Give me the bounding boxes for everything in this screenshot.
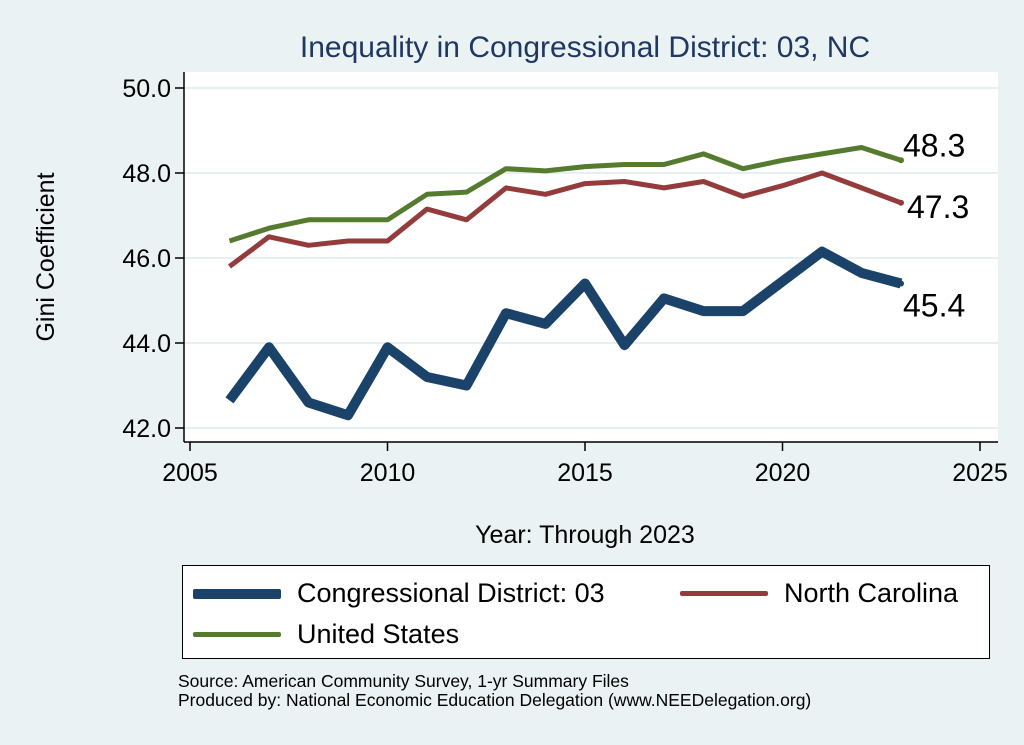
x-tick-label-1: 2010 <box>360 459 416 487</box>
legend-swatch-district <box>193 588 281 599</box>
source-line: Source: American Community Survey, 1-yr … <box>178 671 629 691</box>
source-note: Source: American Community Survey, 1-yr … <box>178 672 811 710</box>
y-tick-label-3: 48.0 <box>122 160 171 188</box>
legend-swatch-us <box>193 632 281 637</box>
end-marker-2 <box>898 157 904 164</box>
end-label-0: 45.4 <box>903 288 965 324</box>
end-label-2: 48.3 <box>903 127 965 163</box>
x-tick-labels: 2005 2010 2015 2020 2025 <box>162 459 1008 487</box>
produced-by-line: Produced by: National Economic Education… <box>178 690 812 710</box>
y-tick-label-0: 42.0 <box>122 415 171 443</box>
legend-swatch-state <box>680 591 768 596</box>
legend-label-state: North Carolina <box>784 578 959 608</box>
y-tick-label-2: 46.0 <box>122 245 171 273</box>
x-axis-label: Year: Through 2023 <box>475 521 695 549</box>
legend-label-district: Congressional District: 03 <box>297 578 605 608</box>
legend: Congressional District: 03 North Carolin… <box>182 565 990 659</box>
legend-item-state: North Carolina <box>680 578 958 609</box>
y-axis-label: Gini Coefficient <box>32 172 60 341</box>
x-tick-label-4: 2025 <box>952 459 1008 487</box>
y-tick-labels: 42.0 44.0 46.0 48.0 50.0 <box>122 75 171 443</box>
x-tick-label-3: 2020 <box>755 459 811 487</box>
legend-label-us: United States <box>297 619 460 649</box>
legend-item-district: Congressional District: 03 <box>193 578 605 609</box>
series-lines <box>225 145 903 421</box>
end-label-1: 47.3 <box>907 189 969 225</box>
x-tick-label-2: 2015 <box>557 459 613 487</box>
x-tick-label-0: 2005 <box>162 459 218 487</box>
y-tick-label-4: 50.0 <box>122 75 171 103</box>
series-line-0 <box>225 246 903 421</box>
end-marker-0 <box>898 280 904 287</box>
legend-item-us: United States <box>193 619 459 650</box>
end-marker-1 <box>898 199 904 206</box>
chart-title: Inequality in Congressional District: 03… <box>300 31 870 64</box>
axes <box>175 72 998 451</box>
y-tick-label-1: 44.0 <box>122 330 171 358</box>
series-line-2 <box>228 145 902 244</box>
series-line-1 <box>227 170 902 269</box>
gridlines <box>184 87 998 429</box>
end-labels: 45.4 47.3 48.3 <box>898 127 969 324</box>
